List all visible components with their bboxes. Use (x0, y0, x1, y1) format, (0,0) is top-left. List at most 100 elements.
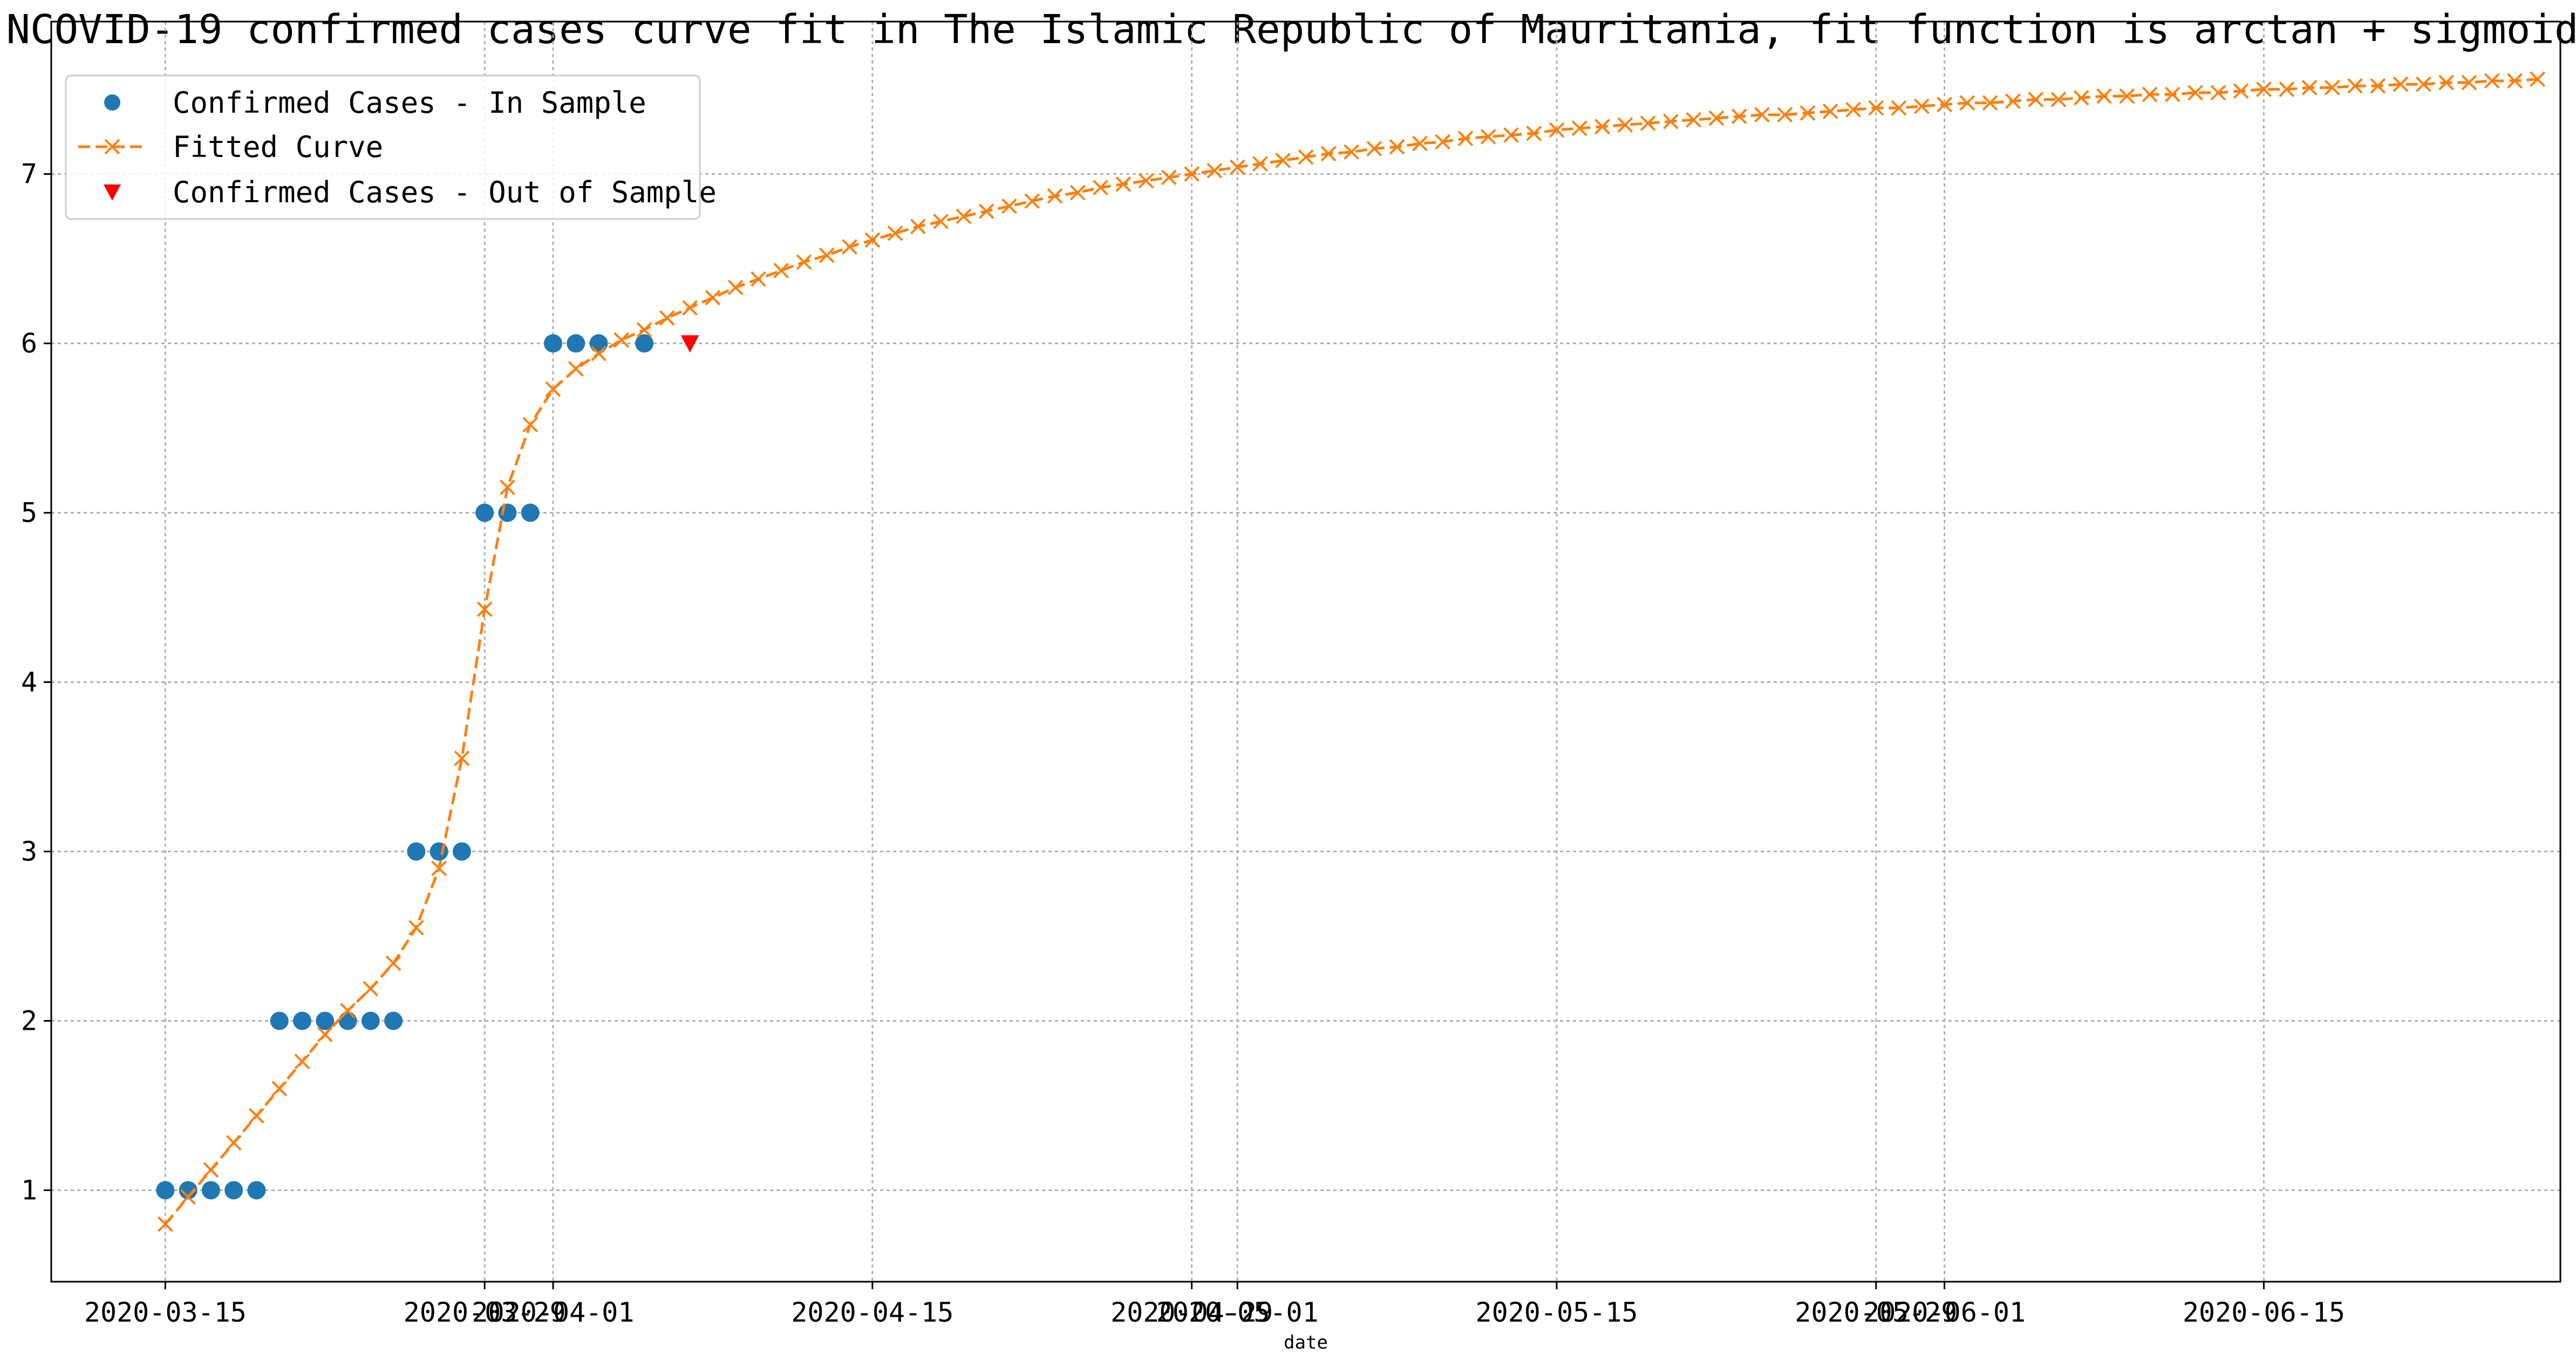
fitted-curve-point (659, 310, 675, 326)
fitted-curve-point (1594, 119, 1610, 135)
x-marker-stroke (1252, 156, 1268, 172)
in-sample-point (316, 1011, 335, 1030)
x-marker-stroke (1207, 162, 1223, 179)
in-sample-point (156, 1181, 175, 1200)
x-marker-stroke (2461, 74, 2477, 91)
x-marker-stroke (1822, 103, 1838, 119)
fitted-curve-point (2142, 86, 2158, 102)
x-marker-stroke (2507, 73, 2523, 89)
x-tick-label: 2020-05-15 (1475, 1297, 1638, 1328)
legend-item: Fitted Curve (78, 130, 383, 164)
x-marker-stroke (2301, 80, 2318, 95)
fitted-curve-point (1069, 184, 1086, 201)
x-marker-stroke (1115, 176, 1132, 192)
x-marker-stroke (2028, 92, 2044, 107)
fitted-curve-point (819, 247, 835, 263)
in-sample-point (270, 1011, 289, 1030)
legend-label: Confirmed Cases - In Sample (173, 86, 646, 120)
fitted-curve-point (545, 381, 561, 397)
fitted-curve-point (271, 1080, 288, 1097)
grid-layer (51, 22, 2560, 1282)
x-marker-stroke (340, 1003, 356, 1019)
x-marker-stroke (978, 203, 994, 220)
fitted-curve-point (294, 1054, 310, 1070)
x-marker-stroke (1868, 100, 1884, 116)
fitted-curve-point (1731, 108, 1747, 125)
x-marker-stroke (933, 214, 949, 229)
y-tick-label: 1 (21, 1174, 37, 1206)
fitted-curve-point (1138, 173, 1154, 189)
y-tick-label: 2 (21, 1005, 37, 1036)
legend-swatch-marker (104, 184, 121, 201)
x-marker-stroke (1069, 184, 1086, 201)
legend-item: Confirmed Cases - In Sample (104, 86, 646, 120)
fitted-curve-point (796, 254, 812, 270)
fitted-curve-point (2210, 85, 2226, 101)
fitted-curve-point (1457, 131, 1474, 147)
x-marker-stroke (1617, 117, 1633, 133)
fitted-curve-point (1982, 95, 1998, 111)
fitted-curve-point (636, 322, 652, 338)
fitted-curve-point (157, 1216, 173, 1232)
x-marker-stroke (1982, 95, 1998, 111)
fitted-curve-point (956, 208, 972, 224)
x-marker-stroke (104, 139, 120, 155)
fitted-curve-point (1800, 105, 1816, 121)
in-sample-point (498, 503, 517, 522)
x-marker-stroke (1366, 141, 1382, 156)
x-marker-stroke (1389, 139, 1405, 155)
fitted-curve-point (1298, 149, 1314, 165)
fitted-curve-point (1115, 176, 1132, 192)
legend-label: Fitted Curve (173, 130, 383, 164)
x-marker-stroke (249, 1107, 264, 1124)
series-scatter (680, 335, 699, 353)
x-marker-stroke (363, 981, 379, 997)
x-tick-label: 2020-05-01 (1156, 1297, 1319, 1328)
x-marker-stroke (180, 1189, 196, 1205)
fitted-curve-point (2301, 80, 2318, 95)
x-marker-stroke (2279, 81, 2295, 98)
x-axis-label: date (1284, 1332, 1328, 1353)
fitted-curve-point (727, 279, 744, 296)
x-marker-stroke (2073, 90, 2089, 106)
x-marker-stroke (1594, 119, 1610, 135)
fitted-curve-point (568, 361, 584, 377)
x-marker-stroke (864, 232, 881, 248)
plot-frame (50, 20, 2561, 1283)
x-marker-stroke (2164, 86, 2180, 102)
fitted-curve-point (1412, 135, 1428, 152)
x-marker-stroke (203, 1162, 219, 1178)
fitted-curve-point (1480, 129, 1496, 145)
x-marker-stroke (2438, 74, 2455, 91)
fitted-curve-point (1503, 127, 1519, 143)
fitted-curve-point (887, 225, 903, 241)
fitted-curve-point (385, 955, 401, 972)
x-marker-stroke (1435, 134, 1451, 150)
fitted-curve-point (1640, 115, 1656, 131)
fitted-curve-point (1024, 193, 1040, 209)
x-marker-stroke (1184, 166, 1200, 182)
in-sample-point (293, 1011, 311, 1030)
fitted-curve-point (1435, 134, 1451, 150)
fitted-curve-point (1913, 98, 1930, 114)
fitted-curve-point (1959, 95, 1975, 111)
fitted-curve-point (1822, 103, 1838, 119)
x-tick-label: 2020-06-01 (1863, 1297, 2026, 1328)
x-marker-stroke (2142, 86, 2158, 102)
out-of-sample-point (680, 335, 699, 353)
in-sample-point (338, 1011, 357, 1030)
fitted-curve-point (180, 1189, 196, 1205)
x-marker-stroke (1001, 198, 1017, 214)
fitted-curve-point (1617, 117, 1633, 133)
fitted-curve-point (1229, 159, 1245, 175)
fitted-curve-point (591, 345, 606, 361)
fitted-curve-point (226, 1135, 242, 1151)
x-marker-stroke (2187, 85, 2204, 101)
x-marker-stroke (271, 1080, 288, 1097)
fitted-curve-point (1184, 166, 1200, 182)
legend-swatch-marker (104, 139, 120, 155)
x-marker-stroke (1412, 135, 1428, 152)
fitted-curve-point (1708, 110, 1725, 126)
x-marker-stroke (545, 381, 561, 397)
x-marker-stroke (522, 416, 539, 433)
